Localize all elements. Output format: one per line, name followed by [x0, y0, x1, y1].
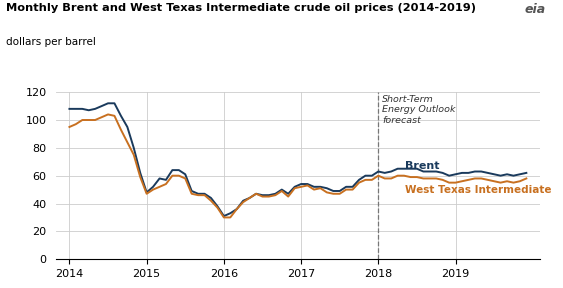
Text: Monthly Brent and West Texas Intermediate crude oil prices (2014-2019): Monthly Brent and West Texas Intermediat… — [6, 3, 476, 13]
Text: West Texas Intermediate: West Texas Intermediate — [405, 185, 552, 195]
Text: Short-Term
Energy Outlook
forecast: Short-Term Energy Outlook forecast — [382, 95, 455, 125]
Text: eia: eia — [525, 3, 546, 16]
Text: dollars per barrel: dollars per barrel — [6, 37, 96, 48]
Text: Brent: Brent — [405, 161, 440, 171]
